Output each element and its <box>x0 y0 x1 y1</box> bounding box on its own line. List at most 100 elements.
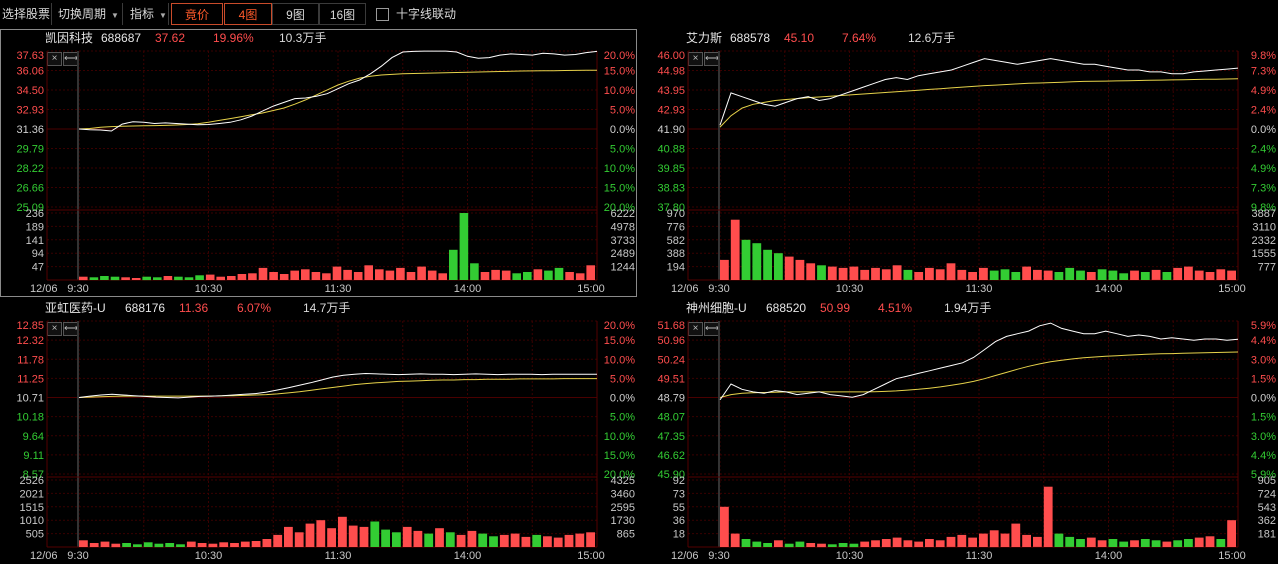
volume-bar <box>881 269 891 280</box>
expand-chart-button[interactable]: ⟷ <box>63 52 78 66</box>
grid-16-button[interactable]: 16图 <box>319 3 366 25</box>
switch-period-dropdown[interactable]: 切换周期 ▼ <box>53 3 123 25</box>
volume-bar <box>512 273 521 280</box>
price-tick-label: 10.18 <box>16 412 44 424</box>
volume-bar <box>413 530 423 547</box>
close-chart-button[interactable]: × <box>688 322 703 336</box>
volume-bar <box>849 543 859 548</box>
volume-bar <box>774 253 783 280</box>
volume-tick-label: 1244 <box>611 262 635 274</box>
average-price-line <box>78 378 597 398</box>
volume-tick-label: 1010 <box>20 515 44 527</box>
volume-bar <box>1184 539 1193 547</box>
volume-bar <box>838 267 848 280</box>
volume-bar <box>489 536 498 547</box>
volume-total: 12.6万手 <box>908 31 956 45</box>
volume-bar <box>521 536 531 547</box>
volume-bar <box>817 265 826 280</box>
volume-bar <box>925 539 934 547</box>
chart-panel-4[interactable]: 神州细胞-U 688520 50.99 4.51% 1.94万手 × ⟷ 51.68 50.96… <box>641 298 1278 564</box>
expand-chart-button[interactable]: ⟷ <box>704 322 719 336</box>
volume-bar <box>564 534 574 547</box>
volume-tick-label: 2021 <box>20 488 44 500</box>
time-label: 15:00 <box>1218 550 1246 562</box>
volume-bar <box>385 270 395 280</box>
volume-bar <box>176 544 185 547</box>
volume-bar <box>575 533 585 547</box>
volume-bar <box>1173 540 1183 547</box>
volume-bar <box>79 276 88 281</box>
volume-bar <box>795 541 805 547</box>
volume-tick-label: 2332 <box>1252 235 1276 247</box>
volume-tick-label: 2526 <box>20 475 44 487</box>
volume-bar <box>1151 269 1161 280</box>
volume-bar <box>1065 536 1075 547</box>
volume-bar <box>784 256 794 280</box>
volume-tick-label: 362 <box>1258 515 1276 527</box>
volume-bar <box>111 543 121 548</box>
price-line <box>719 58 1239 126</box>
last-price: 45.10 <box>784 31 815 45</box>
crosshair-checkbox[interactable] <box>376 8 389 21</box>
price-tick-label: 38.83 <box>657 183 685 195</box>
grid-4-button[interactable]: 4图 <box>224 3 272 25</box>
stock-code: 688578 <box>730 31 771 45</box>
volume-bar <box>741 539 751 547</box>
select-stock-button[interactable]: 选择股票 <box>0 3 52 25</box>
volume-bar <box>752 243 762 281</box>
close-icon: × <box>692 323 699 334</box>
volume-bar <box>273 534 283 547</box>
toolbar: 选择股票 切换周期 ▼ 指标 ▼ 竟价 4图 9图 16图 十字线联动 <box>0 0 1278 28</box>
indicator-label: 指标 <box>130 7 155 21</box>
price-tick-label: 8.57 <box>23 469 44 481</box>
crosshair-label[interactable]: 十字线联动 <box>396 7 457 21</box>
percent-tick-label: 10.0% <box>604 163 635 175</box>
close-icon: × <box>51 323 58 334</box>
close-chart-button[interactable]: × <box>688 52 703 66</box>
percent-tick-label: 20.0% <box>604 469 635 481</box>
volume-bar <box>554 267 564 280</box>
volume-bar <box>763 249 772 280</box>
chart-panel-2[interactable]: 艾力斯 688578 45.10 7.64% 12.6万手 × ⟷ 46.00 44.98 43.… <box>641 28 1278 297</box>
volume-bar <box>806 263 816 281</box>
volume-bar <box>1205 272 1215 280</box>
time-label: 14:00 <box>454 283 482 295</box>
percent-tick-label: 15.0% <box>604 450 635 462</box>
auction-toggle[interactable]: 竟价 <box>171 3 223 25</box>
volume-bar <box>935 540 945 547</box>
percent-tick-label: 1.5% <box>1251 373 1276 385</box>
volume-bar <box>1119 541 1129 547</box>
time-label: 9:30 <box>708 283 729 295</box>
close-chart-button[interactable]: × <box>47 52 62 66</box>
close-chart-button[interactable]: × <box>47 322 62 336</box>
volume-tick-label: 4978 <box>611 221 635 233</box>
volume-bar <box>396 267 405 280</box>
grid-4-label: 4图 <box>238 8 258 22</box>
volume-bar <box>143 542 153 547</box>
grid-9-button[interactable]: 9图 <box>272 3 319 25</box>
resize-icon: ⟷ <box>705 53 720 64</box>
volume-total: 14.7万手 <box>303 301 351 315</box>
expand-chart-button[interactable]: ⟷ <box>704 52 719 66</box>
auction-separator <box>718 51 720 280</box>
percent-tick-label: 0.0% <box>610 393 635 405</box>
percent-tick-label: 15.0% <box>604 335 635 347</box>
date-label: 12/06 <box>671 550 699 562</box>
volume-bar <box>892 265 902 280</box>
auction-label: 竟价 <box>184 8 209 22</box>
volume-bar <box>438 273 447 280</box>
percent-tick-label: 5.0% <box>610 144 635 156</box>
volume-tick-label: 47 <box>32 262 44 274</box>
price-tick-label: 41.90 <box>657 124 685 136</box>
volume-bar <box>806 543 816 547</box>
change-percent: 7.64% <box>842 31 877 45</box>
chart-panel-3[interactable]: 亚虹医药-U 688176 11.36 6.07% 14.7万手 × ⟷ 12.85 12.32… <box>0 298 637 564</box>
chart-panel-1[interactable]: 凯因科技 688687 37.62 19.96% 10.3万手 × ⟷ 37.63 36.06 3… <box>0 28 637 297</box>
volume-tick-label: 777 <box>1258 262 1276 274</box>
price-tick-label: 29.79 <box>16 144 44 156</box>
indicator-dropdown[interactable]: 指标 ▼ <box>124 3 169 25</box>
expand-chart-button[interactable]: ⟷ <box>63 322 78 336</box>
volume-bar <box>240 541 250 547</box>
volume-bar <box>216 276 225 281</box>
time-label: 15:00 <box>577 283 605 295</box>
